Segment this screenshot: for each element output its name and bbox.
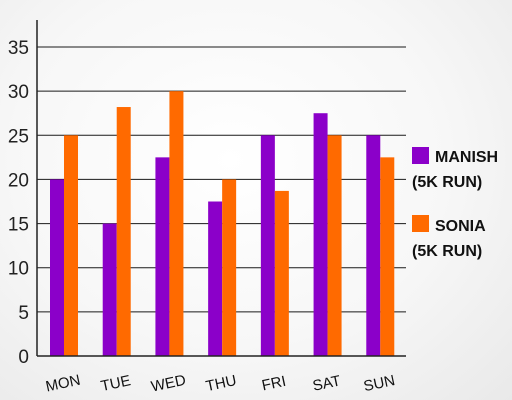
bar-sonia-fri <box>274 190 289 356</box>
x-tick-label: MON <box>44 372 82 396</box>
bar-manish-sun <box>366 135 381 356</box>
legend-item-sonia: SONIA (5K RUN) <box>412 215 486 260</box>
bar-sonia-thu <box>222 179 237 356</box>
bar-manish-mon <box>50 179 64 356</box>
legend-swatch-sonia <box>412 215 429 232</box>
bar-sonia-tue <box>116 107 131 356</box>
bars <box>50 91 395 357</box>
bar-manish-thu <box>208 201 223 356</box>
x-tick-label: SUN <box>362 372 397 395</box>
legend-swatch-manish <box>412 147 429 164</box>
bar-sonia-wed <box>169 91 184 357</box>
y-tick-label: 20 <box>8 170 29 191</box>
bar-manish-sat <box>313 113 328 356</box>
axes <box>36 20 406 357</box>
bar-sonia-mon <box>64 135 78 356</box>
bar-sonia-sat <box>327 135 342 356</box>
legend-label-manish: MANISH <box>435 149 498 166</box>
legend-sublabel-sonia: (5K RUN) <box>412 243 482 260</box>
y-tick-label: 25 <box>8 126 29 147</box>
y-tick-label: 15 <box>8 215 29 236</box>
bar-manish-tue <box>102 223 117 356</box>
y-tick-label: 5 <box>18 303 29 324</box>
x-tick-labels: MON TUE WED THU FRI SAT SUN <box>44 372 396 396</box>
x-tick-label: SAT <box>311 372 342 394</box>
bar-manish-wed <box>155 157 170 356</box>
y-tick-label: 0 <box>18 347 29 368</box>
y-tick-label: 10 <box>8 259 29 280</box>
legend: MANISH (5K RUN) SONIA (5K RUN) <box>412 147 498 260</box>
y-tick-label: 35 <box>8 38 29 59</box>
x-tick-label: TUE <box>99 372 132 395</box>
y-tick-label: 30 <box>8 82 29 103</box>
bar-sonia-sun <box>380 157 395 356</box>
legend-item-manish: MANISH (5K RUN) <box>412 147 498 191</box>
x-tick-label: THU <box>204 372 238 395</box>
y-tick-labels: 0 5 10 15 20 25 30 35 <box>8 38 29 368</box>
x-tick-label: WED <box>150 372 188 396</box>
legend-sublabel-manish: (5K RUN) <box>412 174 482 191</box>
x-tick-label: FRI <box>260 373 287 395</box>
bar-manish-fri <box>260 135 275 356</box>
legend-label-sonia: SONIA <box>435 218 486 235</box>
